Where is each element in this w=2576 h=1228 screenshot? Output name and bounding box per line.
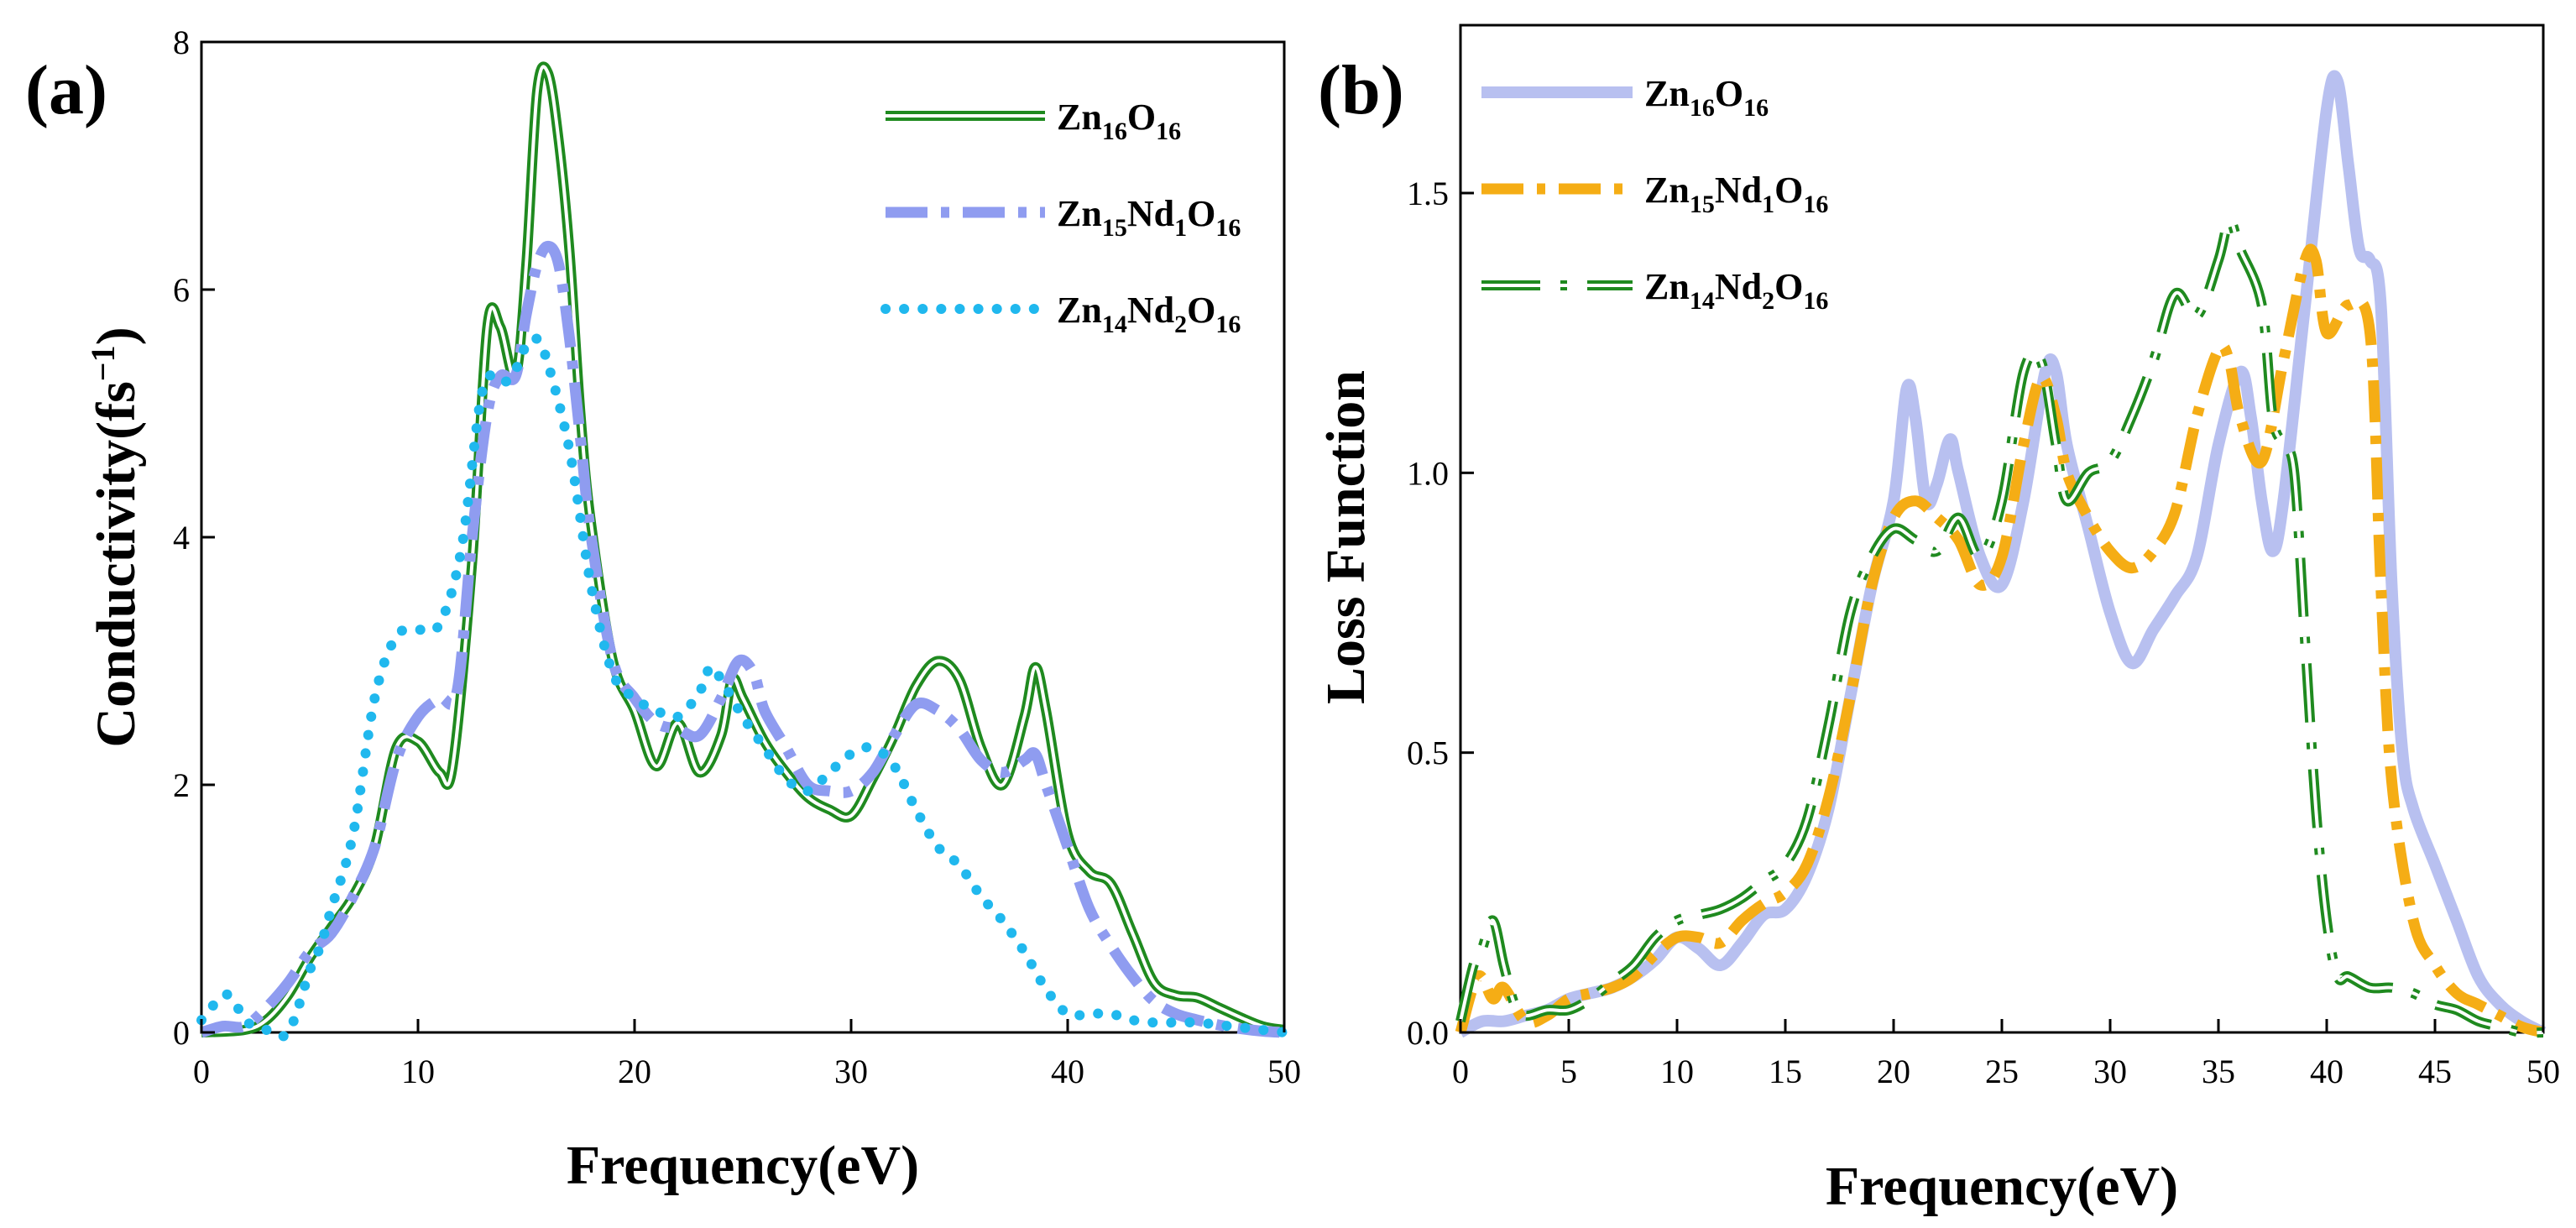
panel-b-legend-sub2: 16 xyxy=(1743,94,1769,122)
panel-b-x-tick-label: 35 xyxy=(2202,1053,2235,1090)
panel-a-y-tick-label: 4 xyxy=(173,519,190,557)
panel-b-x-tick-label: 20 xyxy=(1877,1053,1910,1090)
panel-b-legend-label-1: Zn16O16 xyxy=(1644,73,1769,122)
panel-a-legend-sub3: 16 xyxy=(1215,311,1241,338)
panel-b-legend-base2: Nd xyxy=(1715,170,1762,211)
panel-a-series-group xyxy=(196,61,1289,1042)
panel-a-legend-label-3: Zn14Nd2O16 xyxy=(1057,290,1241,338)
panel-a-legend-sub2: 16 xyxy=(1156,118,1181,145)
panel-b-legend-sub2: 2 xyxy=(1762,287,1774,315)
panel-b: (b) 0 5 10 15 20 25 30 35 40 45 50 0.0 0.5 1.0 1.5 Fre… xyxy=(1315,24,2560,1217)
panel-a-label: (a) xyxy=(25,51,107,129)
panel-a-y-axis-title: Conductivity(fs−1) xyxy=(84,327,147,747)
panel-b-x-tick-label: 30 xyxy=(2093,1053,2127,1090)
panel-b-legend-label-3: Zn14Nd2O16 xyxy=(1644,266,1828,315)
panel-b-x-tick-label: 25 xyxy=(1985,1053,2019,1090)
panel-a-ylabel-close: ) xyxy=(86,327,147,345)
panel-a-x-tick-label: 20 xyxy=(618,1053,651,1090)
panel-a-legend-sub1: 16 xyxy=(1102,118,1127,145)
panel-b-legend-sub3: 16 xyxy=(1803,287,1828,315)
panel-b-label: (b) xyxy=(1318,51,1404,129)
panel-b-legend-label-2: Zn15Nd1O16 xyxy=(1644,170,1828,218)
panel-b-x-tick-label: 10 xyxy=(1660,1053,1694,1090)
panel-b-series-group xyxy=(1455,70,2547,1038)
panel-b-legend-base1: Zn xyxy=(1644,266,1690,307)
panel-a-legend-base1: Zn xyxy=(1057,290,1102,331)
panel-b-legend-sub3: 16 xyxy=(1803,191,1828,218)
panel-b-y-tick-label: 0.0 xyxy=(1407,1014,1449,1052)
panel-b-legend-sub2: 1 xyxy=(1762,191,1774,218)
panel-a-legend-sub3: 16 xyxy=(1215,214,1241,242)
panel-b-x-tick-label: 50 xyxy=(2526,1053,2560,1090)
panel-b-y-tick-label: 1.0 xyxy=(1407,454,1449,492)
panel-a-legend-base2: Nd xyxy=(1127,193,1174,234)
panel-a-series-line-2 xyxy=(200,240,1285,1038)
panel-a-x-tick-label: 10 xyxy=(401,1053,435,1090)
panel-a-series-line-1 xyxy=(201,61,1285,1037)
panel-b-legend-sub1: 16 xyxy=(1690,94,1715,122)
panel-b-legend-base3: O xyxy=(1774,266,1803,307)
panel-b-legend-base2: O xyxy=(1715,73,1743,114)
panel-b-plot-frame xyxy=(1459,24,2545,1034)
panel-a-legend-label-2: Zn15Nd1O16 xyxy=(1057,193,1241,242)
panel-b-x-tick-label: 45 xyxy=(2418,1053,2452,1090)
panel-a-x-axis-title: Frequency(eV) xyxy=(567,1135,919,1196)
panel-b-x-tick-label: 0 xyxy=(1452,1053,1469,1090)
panel-a-x-tick-label: 30 xyxy=(834,1053,868,1090)
panel-b-y-tick-label: 0.5 xyxy=(1407,734,1449,772)
panel-a-series-line-1-inner xyxy=(201,65,1285,1034)
panel-a-ylabel-main: Conductivity(fs xyxy=(86,381,147,747)
panel-a-legend-base1: Zn xyxy=(1057,97,1102,138)
panel-a-legend-sub2: 1 xyxy=(1174,214,1187,242)
panel-b-x-axis-title: Frequency(eV) xyxy=(1826,1156,2178,1217)
panel-a-x-tick-label: 50 xyxy=(1267,1053,1301,1090)
panel-b-x-tick-label: 40 xyxy=(2310,1053,2343,1090)
panel-a-legend-base3: O xyxy=(1187,290,1215,331)
panel-b-ticks: 0 5 10 15 20 25 30 35 40 45 50 0.0 0.5 1.0 1.5 xyxy=(1407,175,2560,1090)
panel-a-ticks: 0 10 20 30 40 50 0 2 4 6 8 xyxy=(173,24,1301,1090)
panel-a-legend-base1: Zn xyxy=(1057,193,1102,234)
panel-b-x-tick-label: 15 xyxy=(1769,1053,1802,1090)
panel-a-legend-label-1: Zn16O16 xyxy=(1057,97,1181,145)
panel-a-legend-base2: Nd xyxy=(1127,290,1174,331)
panel-a-legend-base3: O xyxy=(1187,193,1215,234)
panel-b-legend-base1: Zn xyxy=(1644,170,1690,211)
panel-a: (a) 0 10 20 30 40 50 0 2 4 6 8 Frequency(eV) Condu… xyxy=(25,24,1301,1196)
panel-b-series-line-3-inner xyxy=(1459,219,2544,1035)
panel-a-legend-sub2: 2 xyxy=(1174,311,1187,338)
panel-a-y-tick-label: 6 xyxy=(173,271,190,309)
panel-a-y-tick-label: 8 xyxy=(173,24,190,61)
panel-b-legend-base3: O xyxy=(1774,170,1803,211)
panel-b-x-tick-label: 5 xyxy=(1560,1053,1577,1090)
panel-b-series-line-1 xyxy=(1457,70,2547,1038)
panel-a-x-tick-label: 0 xyxy=(193,1053,210,1090)
panel-b-legend-sub1: 14 xyxy=(1690,287,1715,315)
panel-b-y-tick-label: 1.5 xyxy=(1407,175,1449,212)
panel-a-legend-sub1: 14 xyxy=(1102,311,1127,338)
panel-a-legend-base2: O xyxy=(1127,97,1156,138)
panel-b-legend-sub1: 15 xyxy=(1690,191,1715,218)
panel-a-x-tick-label: 40 xyxy=(1051,1053,1084,1090)
panel-a-y-tick-label: 0 xyxy=(173,1014,190,1052)
panel-b-legend-base1: Zn xyxy=(1644,73,1690,114)
panel-a-ylabel-sup: −1 xyxy=(84,345,122,381)
panel-a-legend-sub1: 15 xyxy=(1102,214,1127,242)
panel-b-legend-base2: Nd xyxy=(1715,266,1762,307)
panel-b-y-axis-title: Loss Function xyxy=(1315,370,1377,704)
panel-a-y-tick-label: 2 xyxy=(173,766,190,804)
